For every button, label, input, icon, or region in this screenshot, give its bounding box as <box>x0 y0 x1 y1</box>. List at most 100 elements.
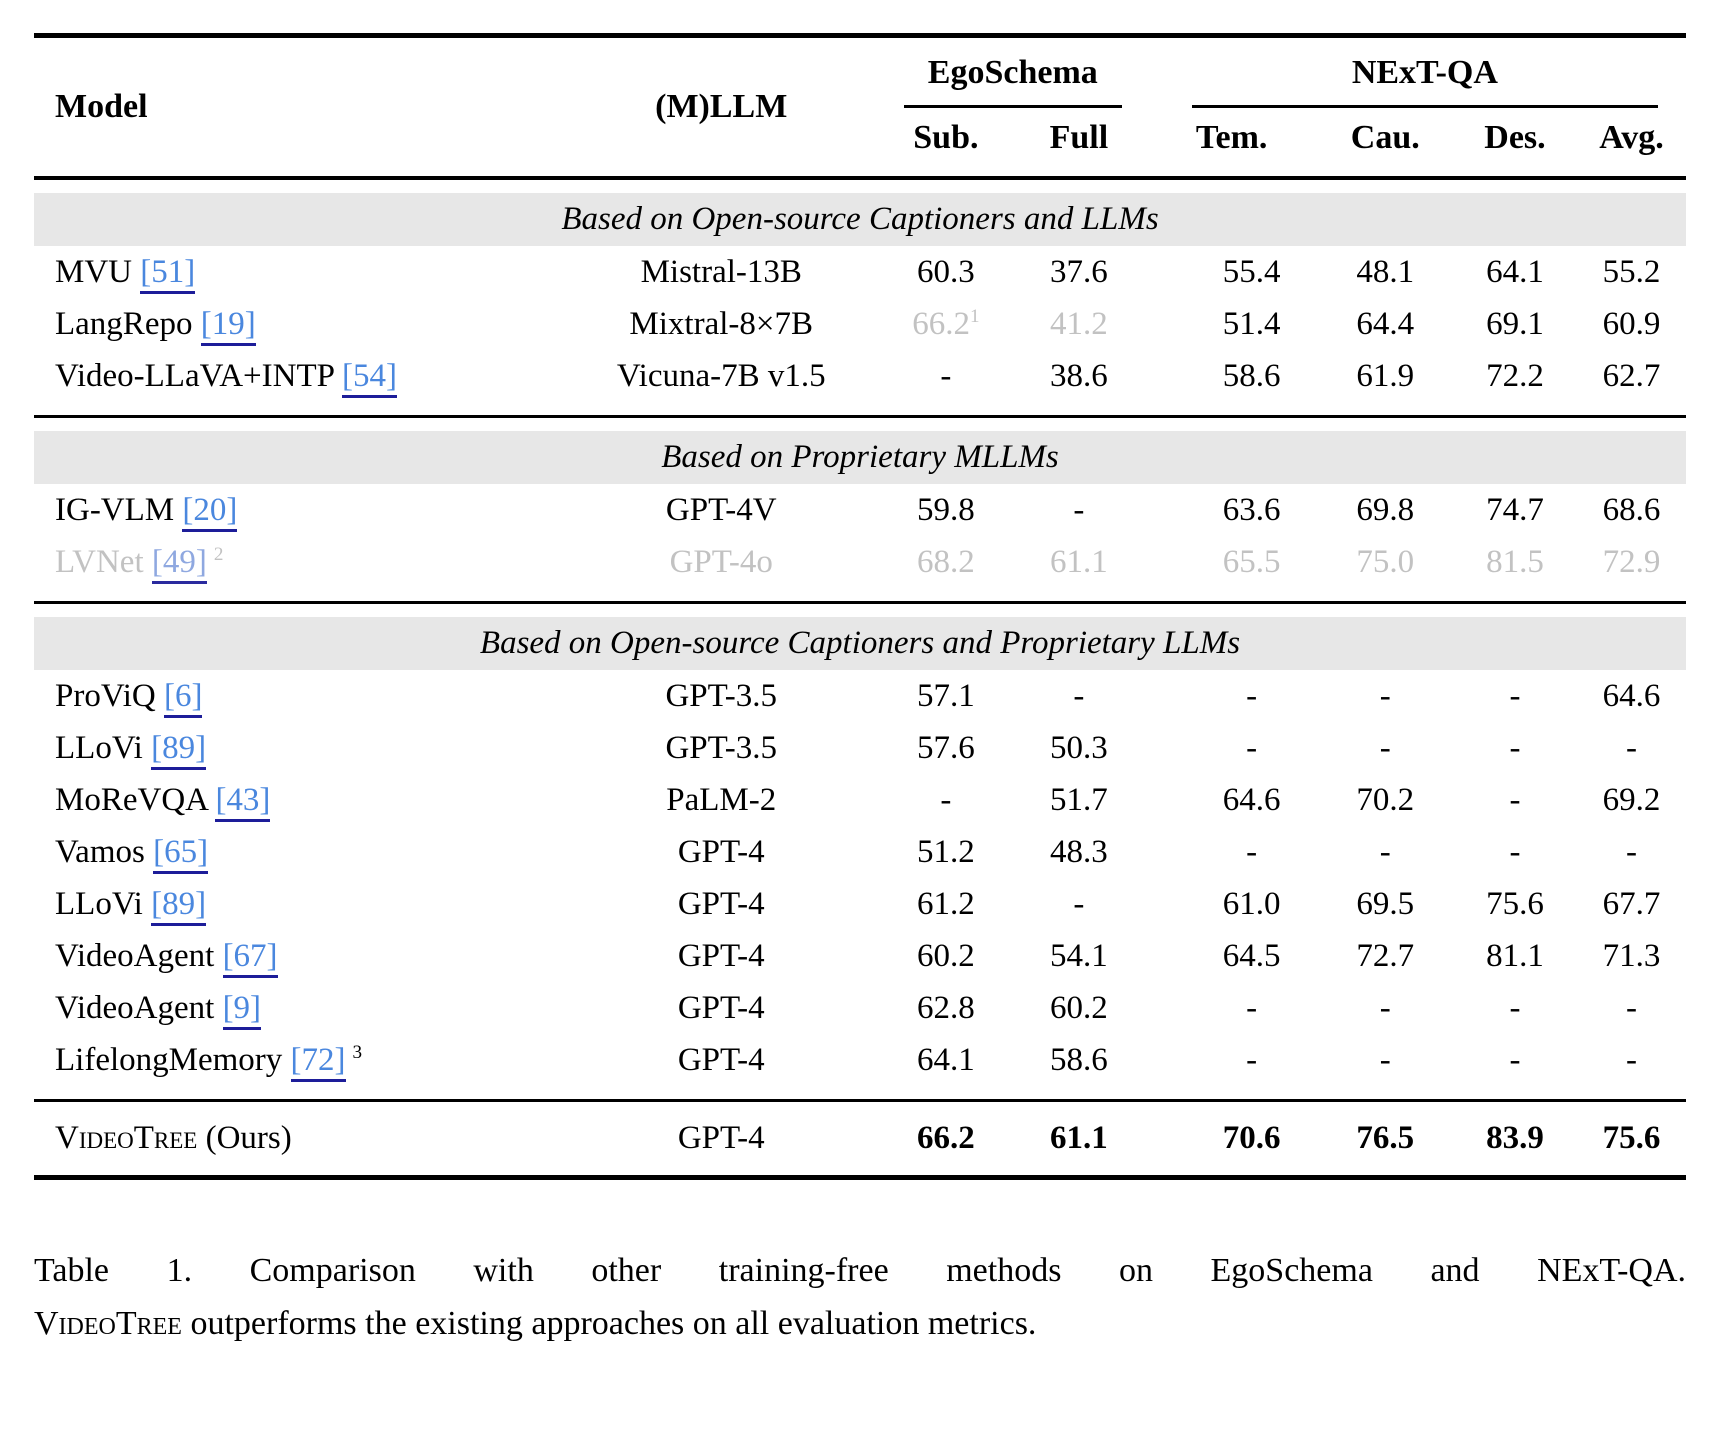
section-open-source: Based on Open-source Captioners and LLMs… <box>34 178 1686 417</box>
score-cell: 64.1 <box>1486 254 1544 290</box>
citation-link[interactable]: [54] <box>342 358 397 398</box>
score-cell: 72.9 <box>1602 544 1661 580</box>
mllm-cell: GPT-3.5 <box>665 730 777 766</box>
citation-link[interactable]: [19] <box>200 306 256 346</box>
score-cell: 62.7 <box>1602 358 1661 394</box>
section-open-source-proprietary: Based on Open-source Captioners and Prop… <box>34 603 1686 1101</box>
score-cell: 60.9 <box>1602 306 1661 342</box>
score-cell: 48.1 <box>1356 254 1415 290</box>
score-cell: 58.6 <box>1049 1042 1108 1078</box>
model-cell: LLoVi [89] <box>34 722 563 774</box>
score-cell: 54.1 <box>1049 938 1108 974</box>
model-cell: LifelongMemory [72] 3 <box>34 1034 563 1101</box>
model-name: MVU <box>55 254 133 290</box>
score-cell: 76.5 <box>1356 1120 1415 1156</box>
mllm-cell: GPT-4 <box>677 1042 765 1078</box>
score-cell: 69.8 <box>1356 492 1415 528</box>
score-cell: - <box>1246 1042 1258 1078</box>
citation-link[interactable]: [6] <box>163 678 203 718</box>
table-row: IG-VLM [20] GPT-4V 59.8 - 63.6 69.8 74.7… <box>34 484 1686 536</box>
score-cell: 70.2 <box>1356 782 1415 818</box>
table-row-ours: VideoTree (Ours) GPT-4 66.2 61.1 70.6 76… <box>34 1101 1686 1178</box>
score-cell: - <box>1379 678 1391 714</box>
section-proprietary-mllm: Based on Proprietary MLLMs IG-VLM [20] G… <box>34 417 1686 603</box>
mllm-cell: GPT-4 <box>677 938 765 974</box>
model-cell: VideoAgent [67] <box>34 930 563 982</box>
table-row: LangRepo [19] Mixtral-8×7B 66.21 41.2 51… <box>34 298 1686 350</box>
model-cell: Video-LLaVA+INTP [54] <box>34 350 563 417</box>
citation-link[interactable]: [72] <box>290 1042 346 1082</box>
model-name: ProViQ <box>55 678 156 714</box>
table-row: LVNet [49] 2 GPT-4o 68.2 61.1 65.5 75.0 8… <box>34 536 1686 603</box>
column-header-model: Model <box>55 88 148 125</box>
column-header-cau: Cau. <box>1350 119 1420 156</box>
score-cell: - <box>1509 782 1521 818</box>
citation-link[interactable]: [49] <box>151 544 207 584</box>
score-cell: 71.3 <box>1602 938 1661 974</box>
score-cell: - <box>1246 834 1258 870</box>
model-name: LangRepo <box>55 306 193 342</box>
score-cell: - <box>1246 678 1258 714</box>
citation-link[interactable]: [65] <box>153 834 209 874</box>
mllm-cell: GPT-4 <box>677 1120 765 1156</box>
score-cell: 64.1 <box>917 1042 975 1078</box>
score-cell: 63.6 <box>1222 492 1281 528</box>
table-row: LLoVi [89] GPT-4 61.2 - 61.0 69.5 75.6 6… <box>34 878 1686 930</box>
citation-link[interactable]: [89] <box>151 730 207 770</box>
model-name: LifelongMemory <box>55 1042 283 1078</box>
score-cell: 81.5 <box>1486 544 1544 580</box>
score-cell: 64.6 <box>1602 678 1661 714</box>
score-cell: 64.4 <box>1356 306 1415 342</box>
score-cell: 60.3 <box>917 254 975 290</box>
score-cell: - <box>940 358 952 394</box>
score-cell: 61.2 <box>917 886 975 922</box>
mllm-cell: GPT-4 <box>677 886 765 922</box>
citation-link[interactable]: [9] <box>222 990 262 1030</box>
score-cell: - <box>1625 990 1637 1026</box>
caption-line-2: VideoTree outperforms the existing appro… <box>34 1297 1686 1350</box>
score-cell: - <box>1073 492 1085 528</box>
score-cell: - <box>1509 834 1521 870</box>
score-cell: 69.2 <box>1602 782 1661 818</box>
score-cell: - <box>1509 990 1521 1026</box>
table-row: VideoAgent [9] GPT-4 62.8 60.2 - - - - <box>34 982 1686 1034</box>
model-cell: VideoAgent [9] <box>34 982 563 1034</box>
group-header-nextqa: NExT-QA <box>1146 36 1686 108</box>
model-name: LLoVi <box>55 730 143 766</box>
citation-link[interactable]: [89] <box>151 886 207 926</box>
score-cell: - <box>1625 834 1637 870</box>
table-row: LifelongMemory [72] 3 GPT-4 64.1 58.6 - -… <box>34 1034 1686 1101</box>
score-cell: - <box>1246 730 1258 766</box>
score-cell: - <box>1379 990 1391 1026</box>
column-header-des: Des. <box>1484 119 1546 156</box>
score-cell: 59.8 <box>917 492 975 528</box>
table-row: MoReVQA [43] PaLM-2 - 51.7 64.6 70.2 - 6… <box>34 774 1686 826</box>
model-cell: LangRepo [19] <box>34 298 563 350</box>
score-cell: - <box>1625 730 1637 766</box>
column-header-full: Full <box>1049 119 1109 156</box>
score-cell: 61.0 <box>1222 886 1281 922</box>
model-name: VideoTree <box>55 1120 198 1156</box>
model-cell: ProViQ [6] <box>34 670 563 722</box>
caption-line-1: Table 1. Comparison with other training-… <box>34 1252 1686 1289</box>
model-name: Vamos <box>55 834 145 870</box>
score-cell: - <box>1073 886 1085 922</box>
citation-link[interactable]: [43] <box>215 782 271 822</box>
score-cell: 64.5 <box>1222 938 1281 974</box>
score-cell: 75.6 <box>1602 1120 1661 1156</box>
mllm-cell: GPT-4 <box>677 990 765 1026</box>
table-row: ProViQ [6] GPT-3.5 57.1 - - - - 64.6 <box>34 670 1686 722</box>
citation-link[interactable]: [67] <box>222 938 278 978</box>
score-cell: - <box>940 782 952 818</box>
score-cell: - <box>1379 834 1391 870</box>
mllm-cell: Mistral-13B <box>640 254 802 290</box>
citation-link[interactable]: [51] <box>140 254 196 294</box>
section-title: Based on Open-source Captioners and LLMs <box>34 193 1686 246</box>
column-header-sub: Sub. <box>913 119 979 156</box>
score-cell: 61.1 <box>1049 1120 1108 1156</box>
score-cell: 60.2 <box>917 938 975 974</box>
citation-link[interactable]: [20] <box>182 492 238 532</box>
section-title: Based on Open-source Captioners and Prop… <box>34 617 1686 670</box>
mllm-cell: Vicuna-7B v1.5 <box>616 358 826 394</box>
score-cell: 51.2 <box>917 834 975 870</box>
